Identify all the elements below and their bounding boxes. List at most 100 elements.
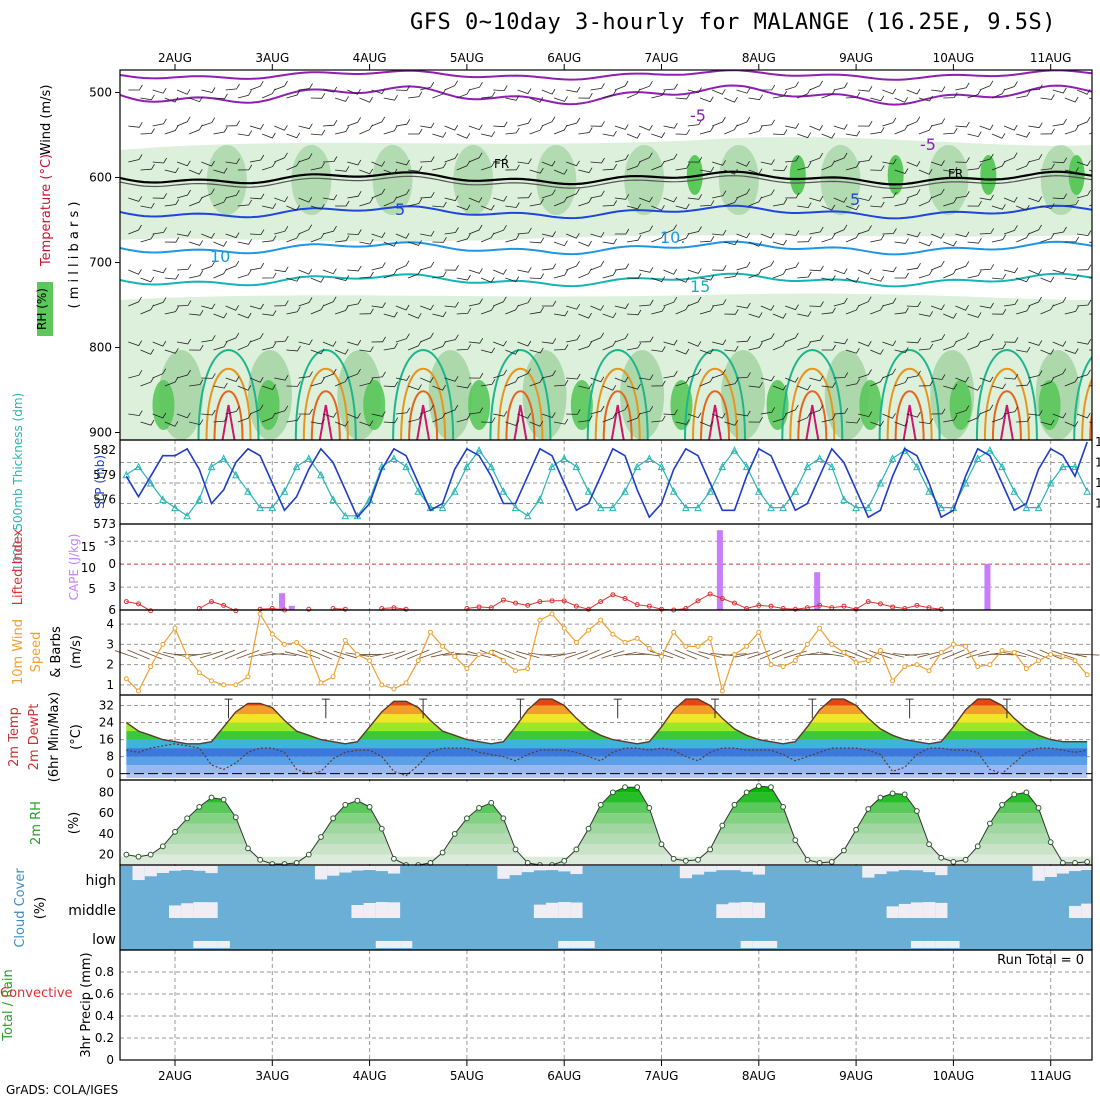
wind-barb [1052,226,1067,235]
wind-barb [967,340,982,351]
wind-barb [578,197,593,207]
rh2m-point [986,820,993,827]
cloud-mid-clear [351,905,364,918]
thickness-point [402,462,410,471]
slp-tick-label: 1011 [1095,476,1100,490]
wind-barb [225,190,240,199]
wind-barb [286,205,300,211]
wind-barb [797,311,812,317]
wind-barb [176,116,191,127]
wind-barb [529,420,544,427]
wind-barb [322,119,338,127]
isotherm-20-loop [197,349,260,440]
wind-barb [395,232,410,239]
wind-barb [310,162,325,171]
wind-barb [225,83,240,91]
wind-barb [128,296,142,307]
wind-barb [407,313,422,319]
wind-barb [870,376,884,387]
wind10m-point [257,611,263,617]
wind-barb [529,237,545,244]
wind-barb [1052,87,1067,94]
freezing-level [120,170,1092,186]
thickness-point [292,462,301,471]
wind-barb [310,204,325,210]
wind-barb [444,301,459,308]
rh2m-point [172,828,178,835]
wind10m-barb [163,652,187,658]
wind-barb [590,190,605,199]
wind-barb [128,410,143,417]
wind-barb [249,303,264,310]
wind-barb [456,344,472,351]
cloud-mid-clear [363,902,376,918]
wind-barb [955,157,970,163]
wind-barb [651,160,665,171]
li-point [646,603,652,609]
rh2m-point [439,849,446,856]
rh2m-point [682,857,689,864]
wind-barb [554,344,569,351]
wind-barb [724,168,738,175]
wind10m-point [756,629,762,635]
wind-barb [286,232,301,243]
wind-barb [298,339,313,346]
isotherm-35-loop [805,404,820,440]
wind-barb [833,197,848,203]
wind10m-point [975,664,981,670]
rh2m-point [999,801,1005,808]
li-point [756,602,762,608]
wind-barb [626,273,642,279]
rh-tick-label: 80 [99,785,114,799]
wind-barb [578,92,593,99]
wind-barb [128,224,142,235]
wind-barb [991,160,1006,171]
rh-tick-label: 20 [99,848,114,862]
wind-barb [493,410,508,417]
thickness-point [827,462,836,471]
wind-barb [833,124,848,130]
wind10m-barb [199,650,224,659]
thickness-point [487,462,496,471]
wind-barb [456,274,471,281]
wind10m-point [440,643,446,649]
rh2m-point [974,843,981,850]
run-total-label: Run Total = 0 [997,953,1084,968]
wind-barb [578,312,592,319]
wind-barb [286,381,301,387]
wind-barb [833,297,848,307]
wind-barb [1040,348,1055,355]
thickness-point [256,503,264,512]
wind-barb [262,161,276,171]
wind-barb [310,348,325,355]
wind-barb [675,276,690,283]
wind-barb [213,312,228,319]
rh-blob-dark [789,155,806,195]
wind-barb [249,154,265,163]
wind-barb [176,369,191,379]
wind-barb [639,196,653,203]
cloud-level-label: high [85,873,116,889]
wind-barb [322,225,337,235]
wind-barb [1003,152,1018,163]
li-point [853,606,859,612]
wind-barb [991,383,1006,390]
wind-barb [432,341,447,351]
thickness-point [1022,503,1031,512]
date-label-top: 6AUG [547,51,581,65]
temp-band [126,714,1088,723]
wind-barb [152,340,167,347]
wind-barb [785,81,799,91]
wind-barb [310,232,325,243]
li-point [622,596,628,602]
li-point [525,602,531,608]
wind-barb [943,340,957,351]
rh-band [126,833,1088,845]
ylabel-barbs: & Barbs [49,626,64,678]
li-point [586,606,592,612]
wind-barb [991,413,1006,423]
wind-barb [334,376,349,387]
wind-barb [1064,306,1079,315]
wind-barb [651,205,665,211]
ytick-label-pressure: 900 [89,426,112,440]
